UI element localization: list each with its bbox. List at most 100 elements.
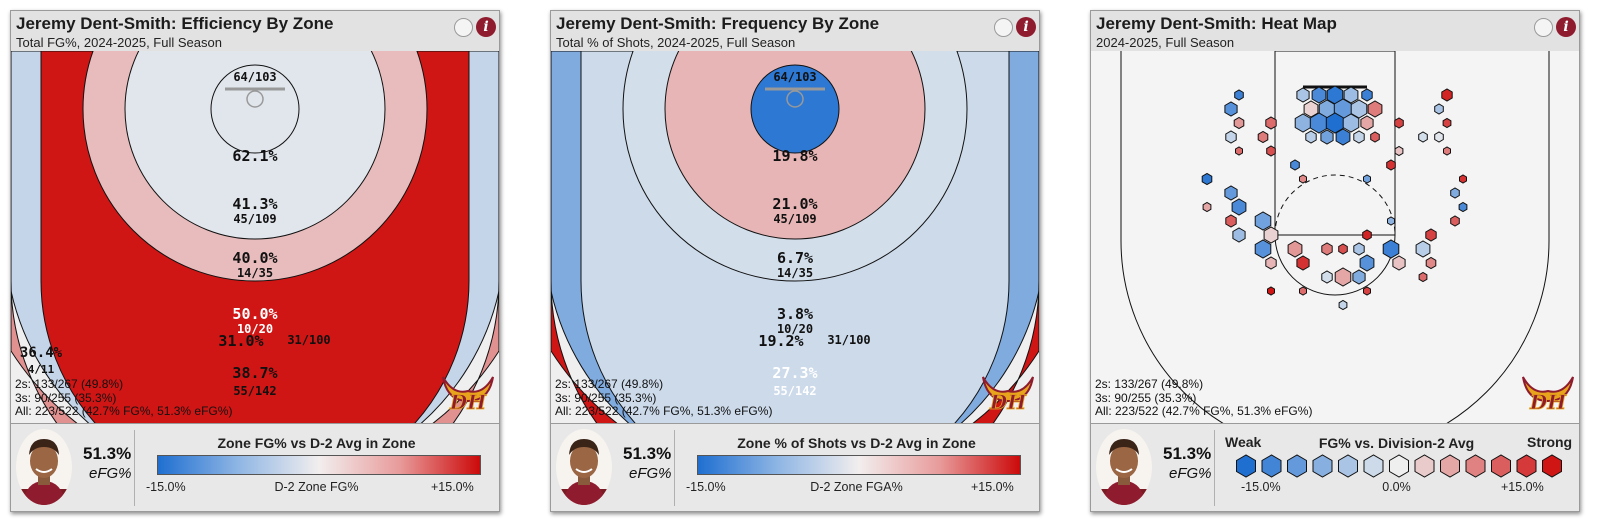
logo-text: DH bbox=[1529, 390, 1567, 414]
twos-stat: 2s: 133/267 (49.8%) bbox=[555, 377, 664, 391]
zone-count-corner-3: 31/100 bbox=[827, 333, 870, 347]
heat-hex bbox=[1311, 86, 1327, 104]
heat-hex bbox=[1350, 99, 1368, 119]
heat-hex bbox=[1263, 226, 1279, 244]
heat-hex bbox=[1338, 243, 1348, 255]
legend-gradient-bar bbox=[697, 455, 1021, 475]
card-footer: 51.3% eFG% Zone FG% vs D-2 Avg in Zone -… bbox=[11, 423, 499, 511]
heat-hex bbox=[1305, 130, 1317, 144]
heat-hex bbox=[1362, 229, 1372, 241]
heat-hex bbox=[1232, 227, 1246, 243]
heat-hex bbox=[1254, 239, 1272, 259]
card-footer: 51.3% eFG% Weak FG% vs. Division-2 Avg S… bbox=[1091, 423, 1579, 511]
heat-hex bbox=[1320, 129, 1334, 145]
heatmap-card: Jeremy Dent-Smith: Heat Map 2024-2025, F… bbox=[1090, 10, 1580, 512]
free-throw-arc bbox=[1274, 234, 1396, 296]
team-logo: DH bbox=[982, 376, 1034, 414]
zone-label-mid-long: 3.8% bbox=[777, 305, 813, 323]
zone-label-corner-3: 19.2% bbox=[758, 332, 803, 350]
heat-hex bbox=[1254, 211, 1272, 231]
legend-hex bbox=[1465, 454, 1486, 478]
heat-hex bbox=[1382, 239, 1400, 259]
zone-rim bbox=[210, 64, 300, 154]
heat-hex bbox=[1334, 267, 1352, 287]
legend-mid: 0.0% bbox=[1382, 480, 1411, 494]
heat-hex bbox=[1265, 256, 1277, 270]
frequency-zone-chart: 19.8% 64/103 21.0%45/109 6.7%14/35 3.8%10/20… bbox=[551, 51, 1039, 423]
card-title: Jeremy Dent-Smith: Heat Map bbox=[1096, 14, 1337, 33]
team-logo: DH bbox=[442, 376, 494, 414]
legend-hex bbox=[1440, 454, 1460, 478]
zone-count-rim: 64/103 bbox=[773, 70, 816, 84]
zone-rim bbox=[750, 64, 840, 154]
heat-hex bbox=[1290, 159, 1300, 171]
threes-stat: 3s: 90/255 (35.3%) bbox=[1095, 390, 1197, 405]
card-title: Jeremy Dent-Smith: Frequency By Zone bbox=[556, 14, 880, 33]
heat-hex bbox=[1359, 254, 1375, 272]
zone-label-deep-3: 36.4% bbox=[20, 345, 63, 361]
heat-hex bbox=[1321, 242, 1333, 256]
card-subtitle: Total % of Shots, 2024-2025, Full Season bbox=[556, 35, 796, 50]
legend-mid: D-2 Zone FGA% bbox=[810, 480, 903, 494]
card-header: Jeremy Dent-Smith: Frequency By Zone Tot… bbox=[551, 11, 1039, 51]
frequency-card: Jeremy Dent-Smith: Frequency By Zone Tot… bbox=[550, 10, 1040, 512]
toggle-button[interactable] bbox=[994, 18, 1013, 37]
divider bbox=[134, 430, 135, 506]
heat-hex bbox=[1231, 198, 1247, 216]
heat-hex bbox=[1450, 187, 1460, 199]
heat-hex bbox=[1224, 101, 1238, 117]
zone-label-corner-3: 31.0% bbox=[218, 332, 263, 350]
heat-hex bbox=[1394, 117, 1404, 129]
toggle-button[interactable] bbox=[1534, 18, 1553, 37]
efg-value: 51.3% bbox=[1163, 444, 1212, 463]
legend-min: -15.0% bbox=[686, 480, 726, 494]
zone-count-short: 45/109 bbox=[773, 212, 816, 226]
heat-hex bbox=[1309, 112, 1329, 134]
threes-stat: 3s: 90/255 (35.3%) bbox=[15, 390, 117, 405]
zone-label-short: 41.3% bbox=[232, 195, 277, 213]
legend-hex bbox=[1236, 454, 1256, 478]
heat-hex bbox=[1294, 113, 1312, 133]
heat-hex bbox=[1415, 240, 1431, 258]
card-header: Jeremy Dent-Smith: Heat Map 2024-2025, F… bbox=[1091, 11, 1579, 51]
twos-stat: 2s: 133/267 (49.8%) bbox=[15, 377, 124, 391]
efg-label: eFG% bbox=[1169, 465, 1212, 482]
info-icon[interactable]: i bbox=[1016, 17, 1036, 37]
heat-hex bbox=[1299, 286, 1307, 296]
legend-title: FG% vs. Division-2 Avg bbox=[1318, 435, 1475, 451]
legend-title: Zone % of Shots vs D-2 Avg in Zone bbox=[737, 435, 976, 451]
info-icon[interactable]: i bbox=[1556, 17, 1576, 37]
info-icon[interactable]: i bbox=[476, 17, 496, 37]
toggle-button[interactable] bbox=[454, 18, 473, 37]
zone-count-mid-short: 14/35 bbox=[777, 266, 813, 280]
heat-hex bbox=[1367, 100, 1383, 118]
heat-hex bbox=[1225, 130, 1237, 144]
heat-hex bbox=[1386, 159, 1396, 171]
heat-hex bbox=[1442, 117, 1452, 129]
card-subtitle: Total FG%, 2024-2025, Full Season bbox=[16, 35, 222, 50]
zone-label-above-break-3: 27.3% bbox=[772, 364, 817, 382]
legend-mid: D-2 Zone FG% bbox=[274, 480, 359, 494]
heat-hex bbox=[1338, 299, 1348, 311]
efg-label: eFG% bbox=[89, 465, 132, 482]
twos-stat: 2s: 133/267 (49.8%) bbox=[1095, 377, 1204, 391]
team-logo: DH bbox=[1522, 376, 1574, 414]
heat-hex bbox=[1296, 87, 1310, 103]
zone-label-rim: 19.8% bbox=[772, 147, 817, 165]
zone-above-break-3 bbox=[551, 280, 1039, 423]
heat-hex bbox=[1342, 113, 1360, 133]
legend-min: -15.0% bbox=[1241, 480, 1281, 494]
heat-hex bbox=[1392, 255, 1406, 271]
legend-max: +15.0% bbox=[1501, 480, 1544, 494]
legend-hex bbox=[1312, 454, 1333, 478]
legend-hex bbox=[1363, 454, 1384, 478]
heat-hex bbox=[1394, 145, 1404, 157]
card-footer: 51.3% eFG% Zone % of Shots vs D-2 Avg in… bbox=[551, 423, 1039, 511]
heat-hex bbox=[1257, 130, 1269, 144]
heat-hex bbox=[1363, 286, 1371, 296]
legend-weak: Weak bbox=[1225, 434, 1262, 450]
efg-label: eFG% bbox=[629, 465, 672, 482]
zone-count-deep-3: 4/11 bbox=[28, 363, 55, 376]
all-stat: All: 223/522 (42.7% FG%, 51.3% eFG%) bbox=[1095, 404, 1313, 418]
heat-hex bbox=[1202, 201, 1212, 213]
